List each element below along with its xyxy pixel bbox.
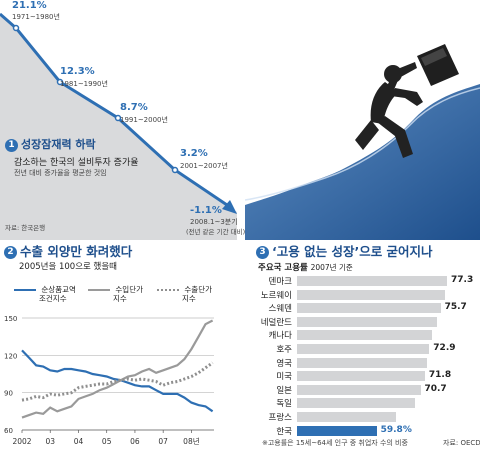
panel3-footnote: ※고용률은 15세~64세 인구 중 취업자 수의 비중 <box>262 439 408 447</box>
legend-swatch <box>157 289 179 291</box>
series-line <box>21 319 214 419</box>
panel1-value-label: 12.3% <box>60 66 95 77</box>
bar-category-label: 독일 <box>276 399 292 410</box>
panel2-chart: 60 90 120 150 2002 03 04 05 06 07 08년 <box>4 315 214 446</box>
panel1-value-label: -1.1% <box>190 205 222 216</box>
panel1-line <box>0 12 231 209</box>
bar <box>297 371 425 382</box>
legend-export-label-1: 수출단가 <box>184 285 212 294</box>
bar-value-label: 72.9 <box>433 343 456 353</box>
panel1-period-label: 1991~2000년 <box>120 116 168 124</box>
panel1-point <box>12 24 20 32</box>
bar <box>297 344 430 354</box>
bar-value-label: 77.3 <box>451 275 474 285</box>
x-tick-label: 07 <box>158 437 168 446</box>
panel2-title: 2 수출 외양만 화려했다 <box>4 241 132 260</box>
bar-category-label: 덴마크 <box>268 277 292 287</box>
panel1-arrowhead <box>222 200 237 214</box>
panel1-area <box>0 14 237 240</box>
bar <box>297 357 427 368</box>
legend-import-label-2: 지수 <box>113 294 127 303</box>
series-line <box>21 361 214 402</box>
x-tick-label: 03 <box>45 437 55 446</box>
panel3-subtitle: 주요국 고용률 2007년 기준 <box>258 261 353 273</box>
series-line <box>21 349 214 413</box>
legend-swatch <box>14 288 36 292</box>
panel1-point <box>56 78 64 86</box>
panel1-value-label: 8.7% <box>120 102 148 113</box>
panel1-point <box>171 166 179 174</box>
legend-export-label-2: 지수 <box>182 294 196 303</box>
bar-value-label: 59.8% <box>380 424 412 435</box>
legend-terms-of-trade: 순상품교역 조건지수 <box>14 285 76 303</box>
panel1-period-note: (전년 같은 기간 대비) <box>186 228 246 236</box>
bar-value-label: 71.8 <box>428 370 452 381</box>
panel1-subtitle: 감소하는 한국의 설비투자 증가율 <box>14 158 139 168</box>
bar <box>297 425 377 436</box>
panel1-source: 자료: 한국은행 <box>5 224 46 232</box>
y-tick-label: 90 <box>4 390 13 398</box>
legend-export-price: 수출단가 지수 <box>157 285 212 303</box>
panel3-number-badge: 3 <box>256 246 269 259</box>
panel1-period-label: 1981~1990년 <box>60 80 108 88</box>
bar-category-label: 호주 <box>276 345 292 355</box>
climber-illustration <box>245 0 480 240</box>
bar-category-label: 스웨덴 <box>268 304 292 315</box>
panel3-title: 3 ‘고용 없는 성장’으로 굳어지나 <box>256 241 433 260</box>
y-tick-label: 60 <box>4 427 13 435</box>
panel1-note: 전년 대비 증가율을 평균한 것임 <box>14 169 107 177</box>
bar-category-label: 캐나다 <box>268 331 292 342</box>
bar-category-label: 영국 <box>276 358 292 369</box>
bar <box>297 316 437 327</box>
panel1-period-label: 2008.1~3분기 <box>190 218 238 226</box>
box-icon <box>417 44 459 86</box>
y-tick-label: 150 <box>4 315 17 323</box>
panel1-value-label: 3.2% <box>180 148 208 159</box>
panel1-title-text: 성장잠재력 하락 <box>21 138 96 151</box>
panel1-period-label: 1971~1980년 <box>12 13 60 21</box>
bar-category-label: 노르웨이 <box>260 290 292 301</box>
x-tick-label: 05 <box>102 437 112 446</box>
panel1-value-label: 21.1% <box>12 0 47 11</box>
legend-import-price: 수입단가 지수 <box>88 285 143 303</box>
bar-category-label: 미국 <box>276 372 292 383</box>
bar <box>297 412 396 422</box>
panel3-subtitle-bold: 주요국 고용률 <box>258 263 308 273</box>
bar-value-label: 75.7 <box>444 302 467 313</box>
legend-swatch <box>88 288 110 292</box>
legend-terms-label-1: 순상품교역 <box>41 285 76 294</box>
climber-figure <box>355 62 423 158</box>
bar <box>297 330 433 341</box>
panel3-title-text: ‘고용 없는 성장’으로 굳어지나 <box>272 244 433 259</box>
x-tick-label: 04 <box>74 437 84 446</box>
x-tick-label: 2002 <box>12 437 31 446</box>
panel1-period-label: 2001~2007년 <box>180 162 228 170</box>
panel1-chart <box>0 12 237 240</box>
bar <box>297 384 421 395</box>
x-tick-label: 08년 <box>183 436 200 446</box>
y-tick-label: 120 <box>4 352 17 360</box>
legend-terms-label-2: 조건지수 <box>39 294 67 303</box>
bar <box>297 276 447 286</box>
panel1-title: 1 성장잠재력 하락 <box>5 136 96 152</box>
legend-import-label-1: 수입단가 <box>115 285 143 294</box>
bar-category-label: 네덜란드 <box>260 317 292 328</box>
bar-category-label: 프랑스 <box>268 413 292 423</box>
bar <box>297 303 441 314</box>
panel3-subtitle-year: 2007년 기준 <box>310 263 353 272</box>
bar-category-label: 한국 <box>276 426 292 437</box>
panel2-title-text: 수출 외양만 화려했다 <box>20 244 133 259</box>
bar <box>297 289 445 300</box>
panel2-subtitle: 2005년을 100으로 했을때 <box>19 262 118 272</box>
panel1-number-badge: 1 <box>5 138 18 152</box>
panel2-number-badge: 2 <box>4 246 17 259</box>
bar-value-label: 70.7 <box>424 383 447 394</box>
x-tick-label: 06 <box>130 437 140 446</box>
panel3-source: 자료: OECD <box>443 439 480 447</box>
bar-category-label: 일본 <box>276 385 292 396</box>
panel1-point <box>114 114 122 122</box>
bar <box>297 398 416 409</box>
